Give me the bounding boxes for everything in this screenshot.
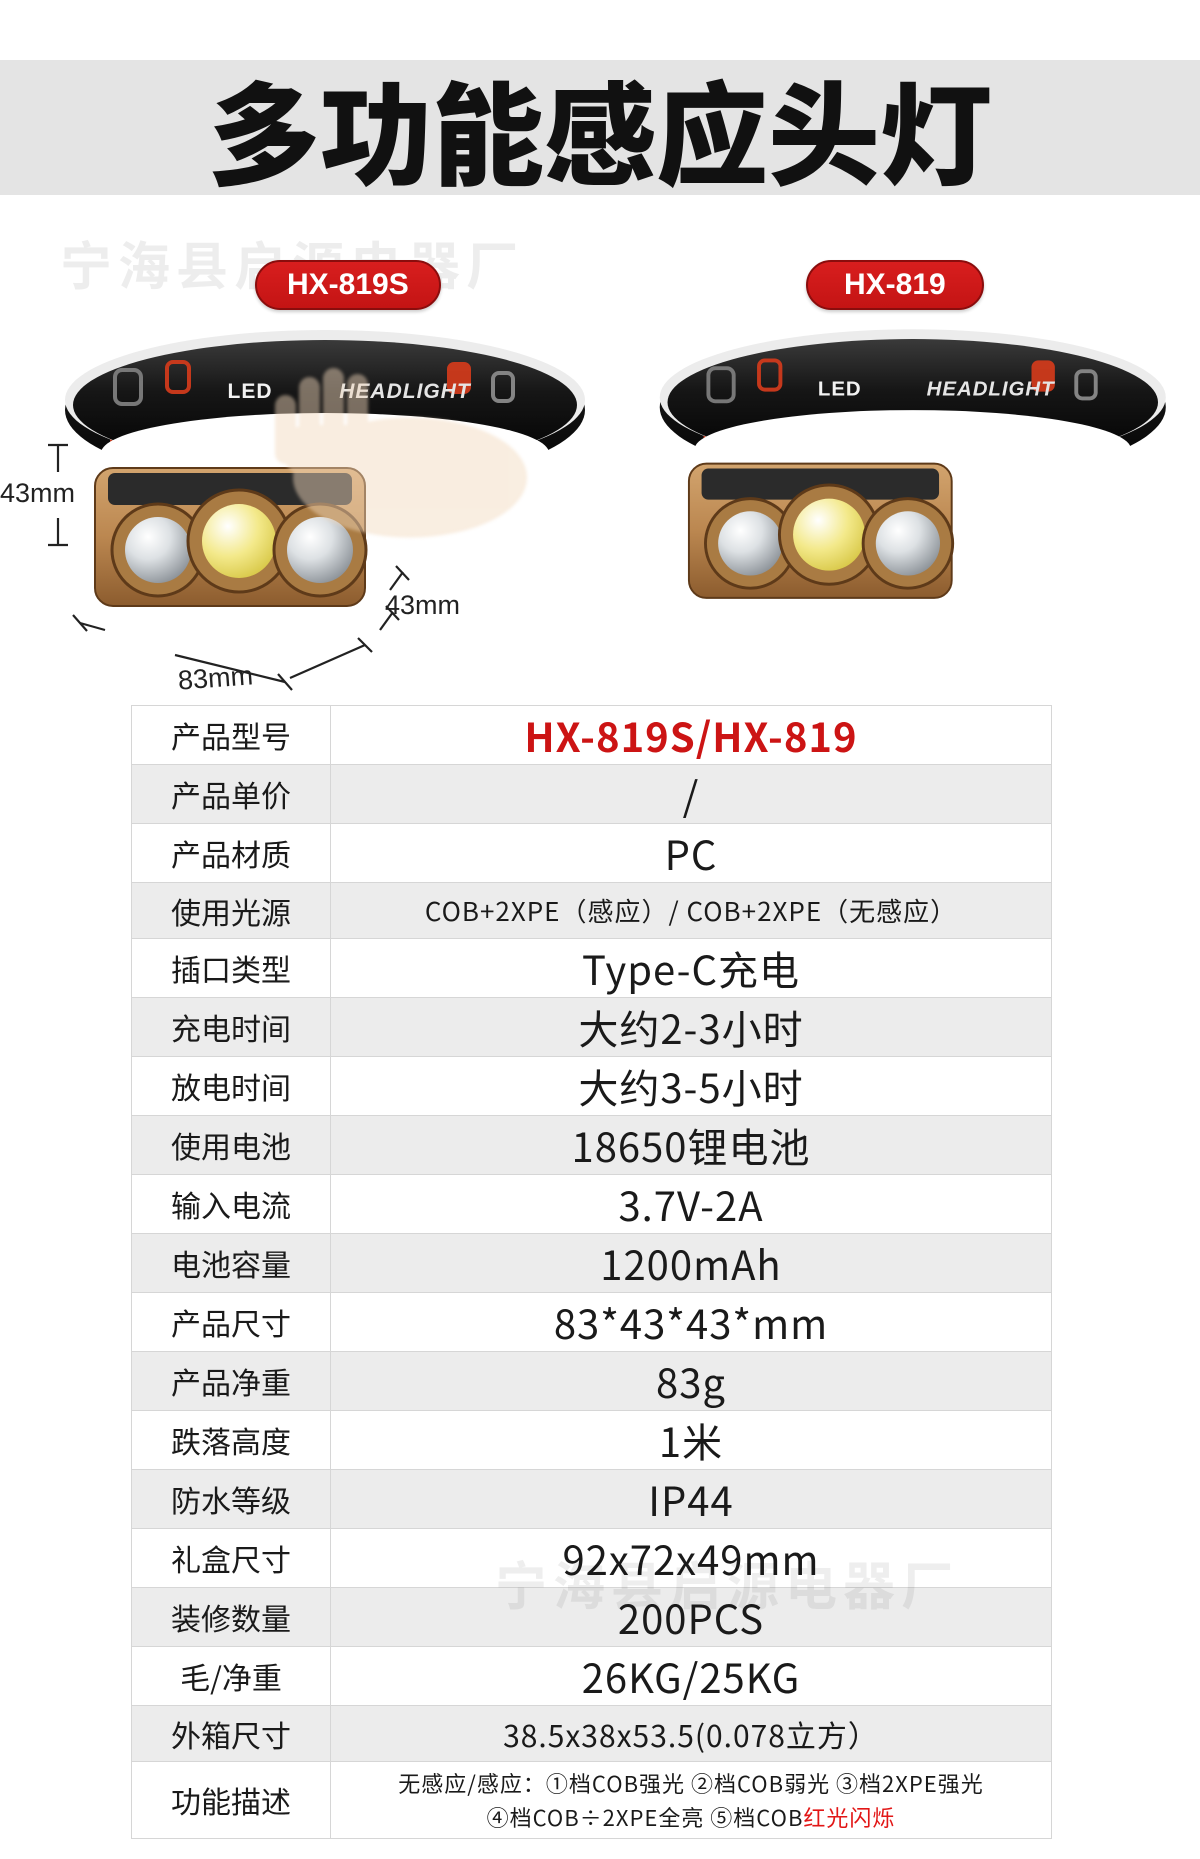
svg-text:HEADLIGHT: HEADLIGHT [927,378,1055,400]
svg-text:LED: LED [818,378,862,400]
